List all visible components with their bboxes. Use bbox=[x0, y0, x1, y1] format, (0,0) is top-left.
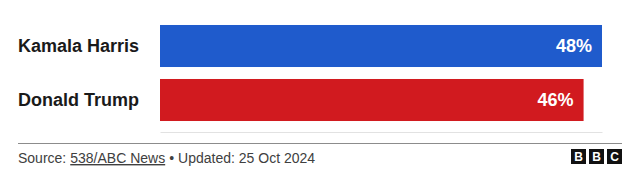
logo-letter: B bbox=[592, 150, 601, 164]
bar bbox=[160, 79, 584, 121]
logo-letter: B bbox=[574, 150, 583, 164]
category-label: Kamala Harris bbox=[18, 36, 139, 56]
data-label: 46% bbox=[538, 90, 574, 110]
source-link[interactable]: 538/ABC News bbox=[70, 150, 165, 166]
logo: BBC bbox=[571, 149, 622, 164]
bar bbox=[160, 25, 602, 67]
logo-block bbox=[607, 149, 622, 164]
x-axis bbox=[161, 132, 603, 133]
logo-text: BBC bbox=[574, 150, 619, 164]
tick: Kamala Harris bbox=[18, 36, 139, 56]
source-text: Source: bbox=[18, 150, 66, 166]
chart: Kamala Harris Donald Trump 48% 46% Source:53… bbox=[0, 0, 640, 184]
data-labels: 48% 46% bbox=[538, 36, 592, 110]
bars bbox=[160, 25, 602, 121]
source-text: Updated: 25 Oct 2024 bbox=[178, 150, 315, 166]
category-label: Donald Trump bbox=[18, 90, 139, 110]
y-axis: Kamala Harris Donald Trump bbox=[18, 36, 139, 110]
source-note: Source:538/ABC News•Updated: 25 Oct 2024 bbox=[18, 150, 315, 166]
logo-block bbox=[571, 149, 586, 164]
separator bbox=[18, 143, 622, 144]
source-text: • bbox=[169, 150, 174, 166]
tick: Donald Trump bbox=[18, 90, 139, 110]
data-label: 48% bbox=[556, 36, 592, 56]
logo-block bbox=[589, 149, 604, 164]
logo-letter: C bbox=[610, 150, 619, 164]
x-axis-line bbox=[161, 132, 603, 133]
